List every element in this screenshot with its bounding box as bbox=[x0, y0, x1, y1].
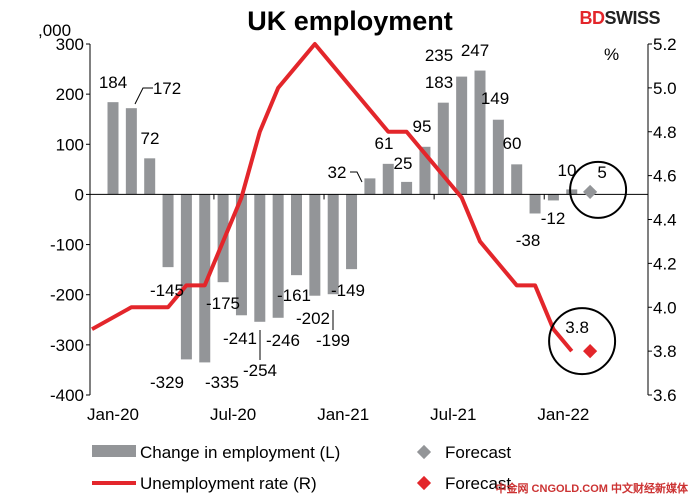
bar-data-label: -329 bbox=[150, 373, 184, 392]
left-tick-label: 100 bbox=[56, 135, 84, 154]
right-tick-label: 4.8 bbox=[653, 123, 677, 142]
label-leader-line bbox=[350, 171, 363, 183]
employment-bar bbox=[107, 102, 119, 195]
brand-logo: BDSWISS bbox=[579, 8, 660, 28]
employment-bar bbox=[547, 194, 559, 201]
legend-forecast-marker bbox=[416, 444, 432, 460]
legend-label: Forecast bbox=[445, 443, 511, 462]
right-tick-label: 5.2 bbox=[653, 35, 677, 54]
employment-bar bbox=[272, 194, 284, 318]
legend-label: Forecast bbox=[445, 474, 511, 493]
employment-bar bbox=[327, 194, 339, 295]
bar-data-label: 60 bbox=[503, 134, 522, 153]
legend-forecast-marker bbox=[416, 475, 432, 491]
bar-data-label: 61 bbox=[375, 134, 394, 153]
bar-data-label: -199 bbox=[316, 331, 350, 350]
employment-bar bbox=[529, 194, 541, 214]
legend-label: Change in employment (L) bbox=[140, 443, 340, 462]
left-tick-label: -300 bbox=[50, 336, 84, 355]
employment-bar bbox=[511, 164, 523, 195]
bar-data-label: -202 bbox=[296, 309, 330, 328]
employment-bar bbox=[474, 70, 486, 195]
employment-bar bbox=[401, 181, 413, 195]
employment-bar bbox=[291, 194, 302, 276]
x-tick-label: Jul-20 bbox=[210, 405, 256, 424]
left-tick-label: -200 bbox=[50, 286, 84, 305]
employment-bar bbox=[199, 194, 211, 363]
left-tick-label: -400 bbox=[50, 386, 84, 405]
highlight-circle bbox=[569, 160, 628, 219]
bar-data-label: -241 bbox=[223, 329, 257, 348]
employment-bar bbox=[125, 108, 137, 195]
right-tick-label: 4.6 bbox=[653, 167, 677, 186]
unemployment-forecast-marker bbox=[583, 344, 598, 359]
bar-data-label: 247 bbox=[461, 41, 489, 60]
left-tick-label: 300 bbox=[56, 35, 84, 54]
employment-bar bbox=[456, 76, 468, 195]
right-tick-label: 4.4 bbox=[653, 211, 677, 230]
employment-bar bbox=[254, 194, 266, 322]
employment-bar bbox=[309, 194, 321, 296]
bar-data-label: -254 bbox=[243, 361, 277, 380]
left-tick-label: 0 bbox=[75, 185, 84, 204]
employment-forecast-marker bbox=[583, 184, 598, 199]
bar-data-label: -246 bbox=[266, 331, 300, 350]
bar-data-label: 172 bbox=[153, 79, 181, 98]
x-tick-label: Jan-21 bbox=[317, 405, 369, 424]
bar-data-label: 184 bbox=[99, 73, 127, 92]
bar-data-label: 95 bbox=[413, 117, 432, 136]
employment-bar bbox=[235, 194, 247, 316]
bar-data-label: 72 bbox=[141, 129, 160, 148]
employment-bar bbox=[364, 178, 376, 195]
bar-data-label: -161 bbox=[277, 286, 311, 305]
legend-bar-swatch bbox=[92, 445, 136, 457]
employment-bar bbox=[346, 194, 358, 270]
employment-bar bbox=[437, 102, 449, 195]
bar-data-label: -149 bbox=[331, 281, 365, 300]
employment-bar bbox=[419, 146, 431, 195]
bar-data-label: 10 bbox=[558, 161, 577, 180]
left-tick-label: -100 bbox=[50, 236, 84, 255]
bar-data-label: 149 bbox=[481, 89, 509, 108]
forecast-label: 5 bbox=[597, 163, 606, 182]
right-tick-label: 5.0 bbox=[653, 79, 677, 98]
bar-data-label: -145 bbox=[150, 281, 184, 300]
legend-label: Unemployment rate (R) bbox=[140, 474, 317, 493]
bar-data-label: -12 bbox=[541, 209, 566, 228]
unemployment-line bbox=[91, 42, 574, 353]
employment-bar bbox=[492, 119, 504, 195]
chart-title: UK employment bbox=[247, 6, 453, 36]
label-leader-line bbox=[134, 87, 153, 105]
right-tick-label: 3.8 bbox=[653, 342, 677, 361]
right-tick-label: 4.0 bbox=[653, 298, 677, 317]
x-tick-label: Jan-22 bbox=[537, 405, 589, 424]
bar-data-label: -175 bbox=[206, 294, 240, 313]
bar-data-label: 32 bbox=[328, 163, 347, 182]
bar-data-label: 235 bbox=[425, 46, 453, 65]
left-tick-label: 200 bbox=[56, 85, 84, 104]
bar-data-label: 183 bbox=[425, 73, 453, 92]
watermark: 中金网 CNGOLD.COM 中文财经新媒体 bbox=[495, 483, 689, 495]
left-unit-label: ,000 bbox=[38, 21, 71, 40]
employment-bar bbox=[162, 194, 174, 268]
right-tick-label: 4.2 bbox=[653, 254, 677, 273]
employment-bar bbox=[180, 194, 192, 360]
forecast-label: 3.8 bbox=[565, 318, 589, 337]
right-unit-label: % bbox=[604, 45, 619, 64]
employment-bar bbox=[382, 163, 394, 195]
employment-bar bbox=[144, 158, 156, 195]
x-tick-label: Jul-21 bbox=[430, 405, 476, 424]
bar-data-label: -335 bbox=[205, 373, 239, 392]
bar-data-label: -38 bbox=[516, 231, 541, 250]
highlight-circle bbox=[548, 307, 617, 376]
right-tick-label: 3.6 bbox=[653, 386, 677, 405]
bar-data-label: 25 bbox=[394, 154, 413, 173]
x-tick-label: Jan-20 bbox=[87, 405, 139, 424]
employment-bar bbox=[566, 189, 578, 195]
